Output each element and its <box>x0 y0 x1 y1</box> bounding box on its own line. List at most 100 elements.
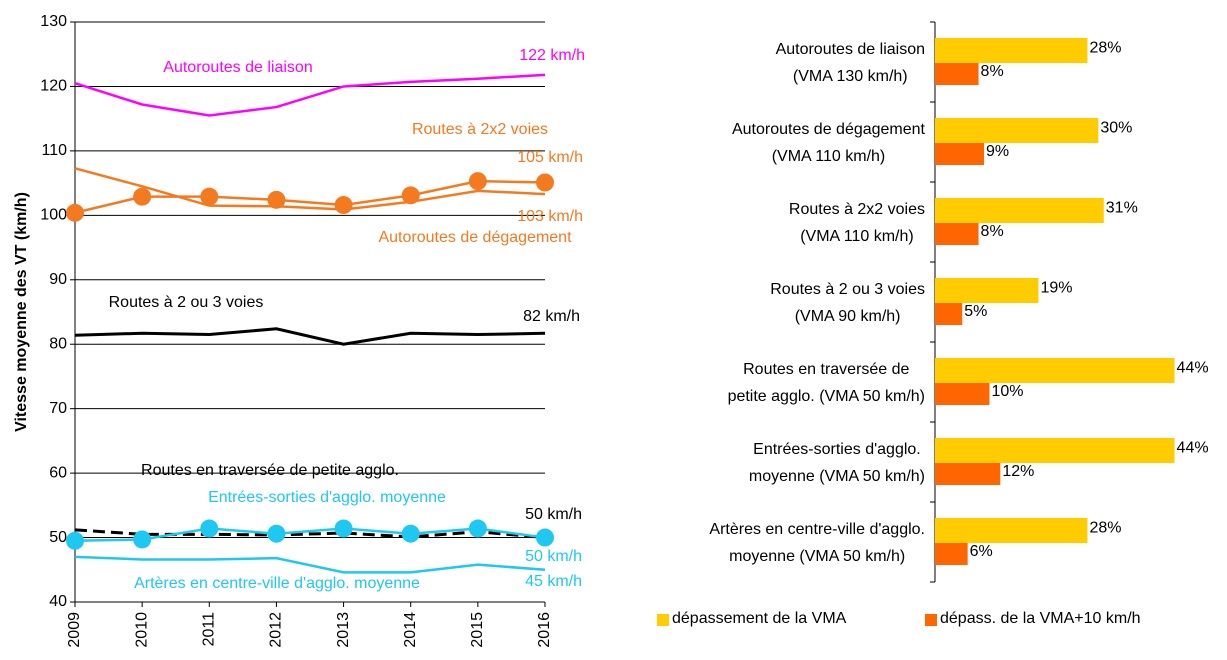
marker <box>66 203 84 222</box>
bar <box>935 303 963 325</box>
x-tick-label: 2009 <box>66 612 83 648</box>
value-label: 12% <box>1002 463 1034 480</box>
marker <box>536 528 554 547</box>
bar <box>935 63 979 85</box>
category-label: Routes en traversée de <box>743 361 909 378</box>
category-label: Routes à 2 ou 3 voies <box>770 281 925 298</box>
category-label: (VMA 110 km/h) <box>772 148 886 165</box>
category-label: Routes à 2x2 voies <box>789 201 925 218</box>
series-label: Autoroutes de liaison <box>163 59 312 76</box>
value-label: 122 km/h <box>519 47 585 64</box>
marker <box>267 524 286 543</box>
y-tick-label: 110 <box>41 142 67 159</box>
y-tick-label: 120 <box>40 78 67 95</box>
x-tick-label: 2014 <box>402 612 419 648</box>
marker <box>536 173 554 192</box>
x-tick-label: 2013 <box>335 612 352 648</box>
value-label: 10% <box>991 383 1023 400</box>
value-label: 8% <box>981 63 1004 80</box>
marker <box>334 196 353 215</box>
category-label: Autoroutes de dégagement <box>732 121 926 138</box>
y-tick-label: 80 <box>49 335 67 352</box>
y-axis-label: Vitesse moyenne des VT (km/h) <box>13 192 30 432</box>
marker <box>66 531 84 550</box>
category-label: Entrées-sorties d'agglo. <box>753 441 921 458</box>
value-label: 8% <box>981 223 1004 240</box>
marker <box>468 519 487 538</box>
value-label: 19% <box>1040 280 1072 297</box>
series-line <box>74 73 546 117</box>
category-label: moyenne (VMA 50 km/h) <box>729 548 905 565</box>
category-label: petite agglo. (VMA 50 km/h) <box>728 388 925 405</box>
value-label: 44% <box>1177 440 1209 457</box>
value-label: 103 km/h <box>517 208 583 225</box>
bar <box>935 38 1088 63</box>
y-tick-label: 40 <box>49 593 67 610</box>
bar <box>935 143 984 165</box>
category-label: moyenne (VMA 50 km/h) <box>749 468 925 485</box>
bar <box>935 278 1039 303</box>
value-label: 45 km/h <box>525 573 582 590</box>
y-tick-label: 90 <box>49 271 67 288</box>
category-label: (VMA 110 km/h) <box>800 228 914 245</box>
value-label: 9% <box>986 143 1009 160</box>
value-label: 82 km/h <box>523 308 580 325</box>
series-line <box>74 179 546 214</box>
x-tick-label: 2012 <box>268 612 285 648</box>
series-label: Routes à 2x2 voies <box>412 121 548 138</box>
marker <box>267 190 286 209</box>
series-label: Artères en centre-ville d'agglo. moyenne <box>134 575 420 592</box>
bar <box>935 438 1175 463</box>
bar <box>935 383 990 405</box>
marker <box>401 524 420 543</box>
value-label: 5% <box>964 303 987 320</box>
value-label: 28% <box>1089 40 1121 57</box>
series-line <box>74 555 546 574</box>
y-tick-label: 60 <box>49 464 67 481</box>
legend-swatch <box>657 614 669 626</box>
category-label: Artères en centre-ville d'agglo. <box>709 521 925 538</box>
series-label: Routes en traversée de petite agglo. <box>141 462 399 479</box>
y-tick-label: 130 <box>40 13 67 30</box>
category-label: Autoroutes de liaison <box>776 41 925 58</box>
series-line <box>74 528 546 540</box>
category-label: (VMA 130 km/h) <box>793 68 908 85</box>
value-label: 6% <box>970 543 993 560</box>
legend-label: dépassement de la VMA <box>672 610 847 627</box>
bar <box>935 118 1099 143</box>
marker <box>334 519 353 538</box>
value-label: 31% <box>1106 200 1138 217</box>
bar <box>935 518 1088 543</box>
bar <box>935 358 1175 383</box>
series-line <box>74 167 546 211</box>
y-tick-label: 50 <box>49 529 67 546</box>
x-tick-label: 2015 <box>469 612 486 648</box>
series-label: Entrées-sorties d'agglo. moyenne <box>208 489 446 506</box>
marker <box>133 187 152 206</box>
y-tick-label: 70 <box>49 400 67 417</box>
value-label: 105 km/h <box>517 149 583 166</box>
x-tick-label: 2011 <box>201 612 218 647</box>
value-label: 50 km/h <box>525 548 582 565</box>
value-label: 28% <box>1089 520 1121 537</box>
series-line <box>74 527 546 543</box>
series-line <box>74 327 546 346</box>
marker <box>200 187 219 206</box>
series-label: Autoroutes de dégagement <box>378 229 572 246</box>
series-label: Routes à 2 ou 3 voies <box>109 294 264 311</box>
y-tick-label: 100 <box>40 207 67 224</box>
x-tick-label: 2010 <box>133 612 150 648</box>
marker <box>200 519 219 538</box>
bar <box>935 463 1001 485</box>
x-tick-label: 2016 <box>536 612 553 648</box>
bar <box>935 223 979 245</box>
bar <box>935 543 968 565</box>
value-label: 30% <box>1100 120 1132 137</box>
legend-swatch <box>925 614 937 626</box>
marker <box>133 530 152 549</box>
bar <box>935 198 1104 223</box>
legend-label: dépass. de la VMA+10 km/h <box>940 610 1141 627</box>
value-label: 50 km/h <box>525 506 582 523</box>
category-label: (VMA 90 km/h) <box>795 308 901 325</box>
